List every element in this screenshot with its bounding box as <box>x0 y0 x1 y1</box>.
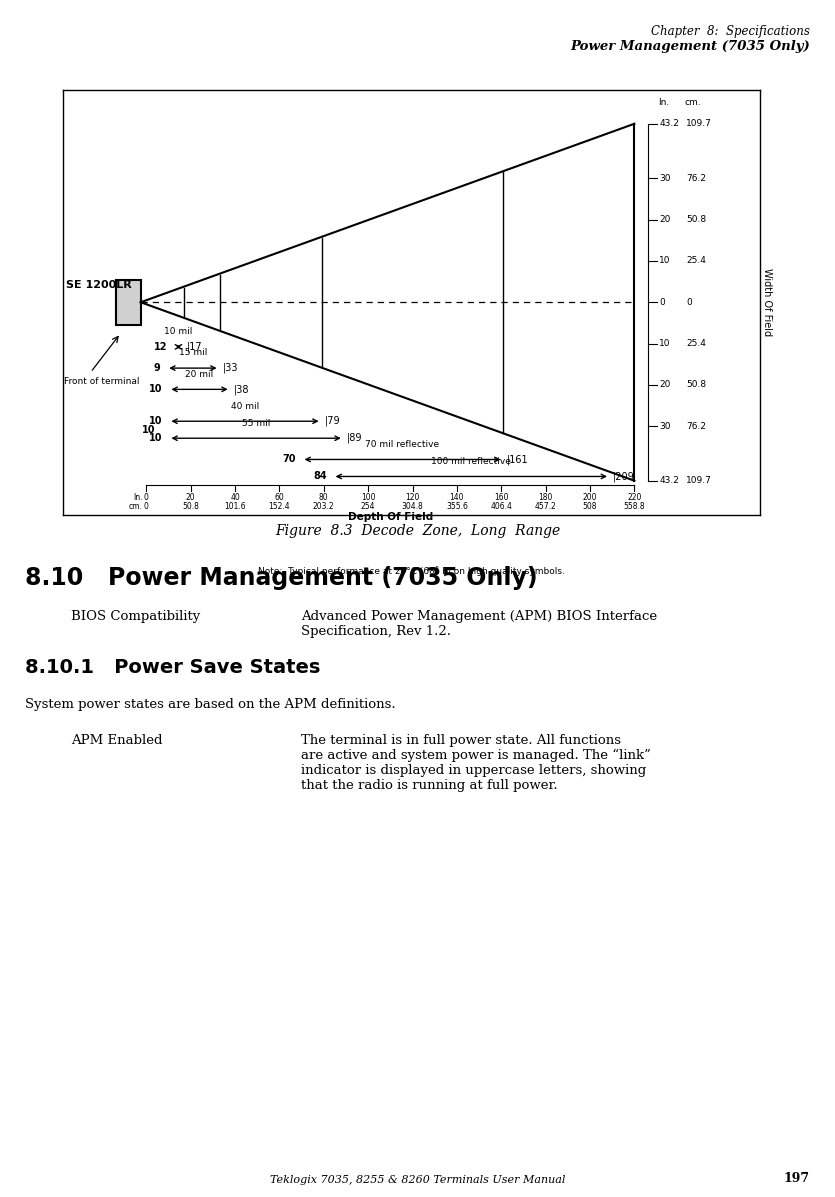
Text: 10: 10 <box>660 256 671 266</box>
Text: |79: |79 <box>324 417 340 426</box>
Text: Note:  Typical performance at 20°C (68˚ F) on high quality symbols.: Note: Typical performance at 20°C (68˚ F… <box>258 566 564 576</box>
Text: |33: |33 <box>222 363 238 373</box>
Text: 109.7: 109.7 <box>686 120 711 128</box>
Text: 40: 40 <box>230 493 240 503</box>
Text: 50.8: 50.8 <box>182 502 199 511</box>
Text: 10: 10 <box>660 339 671 348</box>
Text: 0: 0 <box>686 298 691 306</box>
Text: 200: 200 <box>583 493 597 503</box>
Text: 20: 20 <box>660 215 671 224</box>
Text: 25.4: 25.4 <box>686 256 706 266</box>
Text: 20: 20 <box>660 381 671 389</box>
Text: 203.2: 203.2 <box>313 502 335 511</box>
Text: 355.6: 355.6 <box>446 502 468 511</box>
Text: 180: 180 <box>539 493 553 503</box>
Text: 10: 10 <box>149 417 163 426</box>
Text: 30: 30 <box>660 174 671 183</box>
Text: 60: 60 <box>275 493 284 503</box>
Text: 0: 0 <box>144 493 149 503</box>
Text: 80: 80 <box>319 493 329 503</box>
Text: |161: |161 <box>506 454 528 464</box>
Text: The terminal is in full power state. All functions
are active and system power i: The terminal is in full power state. All… <box>301 734 650 792</box>
Text: 197: 197 <box>784 1172 810 1185</box>
Bar <box>115 280 141 324</box>
Text: 8.10.1   Power Save States: 8.10.1 Power Save States <box>25 658 321 678</box>
Text: In.: In. <box>658 98 670 107</box>
Text: 109.7: 109.7 <box>686 476 711 485</box>
Text: 50.8: 50.8 <box>686 215 706 224</box>
Text: Width Of Field: Width Of Field <box>762 268 772 336</box>
Text: |38: |38 <box>233 384 249 395</box>
Text: Depth Of Field: Depth Of Field <box>347 512 433 522</box>
Text: |209: |209 <box>613 472 635 481</box>
Text: 76.2: 76.2 <box>686 174 706 183</box>
Text: 152.4: 152.4 <box>269 502 291 511</box>
Text: 100: 100 <box>361 493 376 503</box>
Text: 50.8: 50.8 <box>686 381 706 389</box>
Text: Power Management (7035 Only): Power Management (7035 Only) <box>570 40 810 53</box>
Text: 20 mil: 20 mil <box>185 370 214 378</box>
Text: 20: 20 <box>186 493 195 503</box>
Text: 76.2: 76.2 <box>686 421 706 431</box>
Text: 254: 254 <box>361 502 376 511</box>
Text: 55 mil: 55 mil <box>242 419 271 427</box>
Text: Figure  8.3  Decode  Zone,  Long  Range: Figure 8.3 Decode Zone, Long Range <box>275 524 560 539</box>
Text: Advanced Power Management (APM) BIOS Interface
Specification, Rev 1.2.: Advanced Power Management (APM) BIOS Int… <box>301 610 656 638</box>
Text: 25.4: 25.4 <box>686 339 706 348</box>
Text: |89: |89 <box>347 433 362 443</box>
Text: 160: 160 <box>494 493 509 503</box>
Text: 10: 10 <box>143 425 156 435</box>
Text: |17: |17 <box>187 341 202 352</box>
Text: 558.8: 558.8 <box>624 502 645 511</box>
Text: 15 mil: 15 mil <box>179 348 207 358</box>
Text: 0: 0 <box>660 298 665 306</box>
Text: 10: 10 <box>149 384 163 394</box>
Text: 304.8: 304.8 <box>402 502 423 511</box>
Text: SE 1200LR: SE 1200LR <box>66 280 132 290</box>
Text: 140: 140 <box>449 493 464 503</box>
Text: 84: 84 <box>313 472 327 481</box>
Text: APM Enabled: APM Enabled <box>71 734 163 747</box>
Text: 70 mil reflective: 70 mil reflective <box>366 439 439 449</box>
Text: 10 mil: 10 mil <box>164 327 193 336</box>
Text: cm.: cm. <box>685 98 701 107</box>
Text: 40 mil: 40 mil <box>231 402 259 411</box>
Text: Front of terminal: Front of terminal <box>64 377 139 385</box>
Text: 43.2: 43.2 <box>660 120 680 128</box>
Text: 457.2: 457.2 <box>534 502 556 511</box>
Text: System power states are based on the APM definitions.: System power states are based on the APM… <box>25 698 396 711</box>
Text: 70: 70 <box>282 455 296 464</box>
Text: 10: 10 <box>149 433 163 443</box>
Text: 9: 9 <box>154 363 160 373</box>
Text: cm.: cm. <box>129 502 143 511</box>
Text: 220: 220 <box>627 493 641 503</box>
Text: 12: 12 <box>154 342 167 352</box>
Text: 43.2: 43.2 <box>660 476 680 485</box>
Text: 100 mil reflective: 100 mil reflective <box>432 457 511 466</box>
Text: 8.10   Power Management (7035 Only): 8.10 Power Management (7035 Only) <box>25 566 538 590</box>
Text: 30: 30 <box>660 421 671 431</box>
Text: 0: 0 <box>144 502 149 511</box>
Text: 120: 120 <box>405 493 420 503</box>
Text: 101.6: 101.6 <box>225 502 245 511</box>
Text: In.: In. <box>134 493 143 503</box>
Text: BIOS Compatibility: BIOS Compatibility <box>71 610 200 624</box>
Text: 508: 508 <box>583 502 597 511</box>
Text: 406.4: 406.4 <box>490 502 512 511</box>
Text: Chapter  8:  Specifications: Chapter 8: Specifications <box>651 25 810 38</box>
Text: Teklogix 7035, 8255 & 8260 Terminals User Manual: Teklogix 7035, 8255 & 8260 Terminals Use… <box>270 1175 565 1185</box>
